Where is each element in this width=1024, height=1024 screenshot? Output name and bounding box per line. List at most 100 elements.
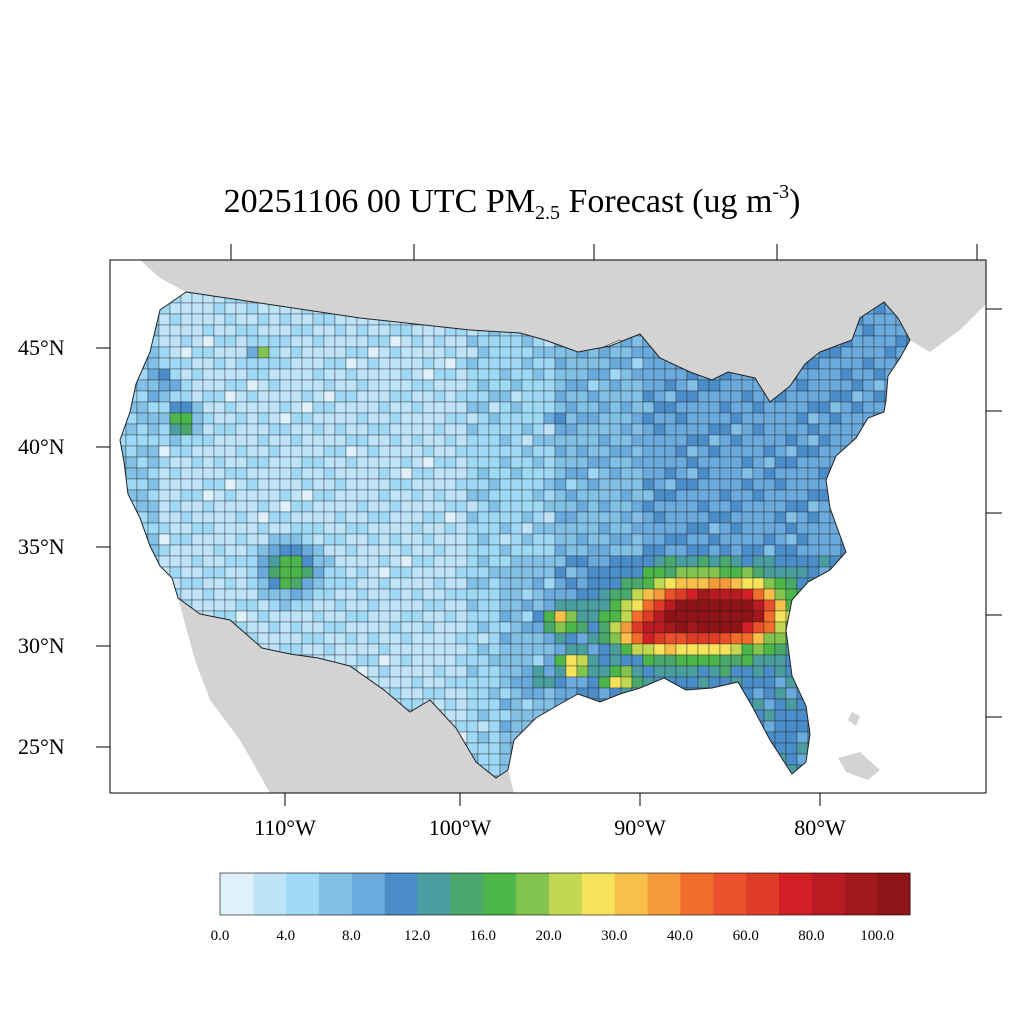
county-cell — [631, 423, 644, 436]
county-cell — [862, 313, 875, 326]
county-cell — [400, 665, 413, 678]
county-cell — [257, 533, 270, 546]
county-cell — [433, 401, 446, 414]
county-cell — [477, 412, 490, 425]
county-cell — [147, 533, 160, 546]
county-cell — [708, 489, 721, 502]
county-cell — [818, 555, 831, 568]
colorbar-swatch — [647, 873, 681, 915]
county-cell — [334, 588, 347, 601]
county-cell — [400, 489, 413, 502]
county-cell — [301, 456, 314, 469]
county-cell — [598, 665, 611, 678]
county-cell — [851, 412, 864, 425]
county-cell — [752, 665, 765, 678]
county-cell — [675, 511, 688, 524]
county-cell — [664, 599, 677, 612]
county-cell — [510, 676, 523, 689]
county-cell — [213, 522, 226, 535]
county-cell — [510, 533, 523, 546]
county-cell — [576, 588, 589, 601]
county-cell — [389, 643, 402, 656]
county-cell — [521, 588, 534, 601]
county-cell — [367, 445, 380, 458]
colorbar-swatch — [417, 873, 451, 915]
county-cell — [763, 709, 776, 722]
county-cell — [466, 511, 479, 524]
county-cell — [818, 544, 831, 557]
county-cell — [543, 423, 556, 436]
county-cell — [202, 599, 215, 612]
county-cell — [279, 357, 292, 370]
county-cell — [290, 324, 303, 337]
county-cell — [510, 412, 523, 425]
county-cell — [642, 478, 655, 491]
county-cell — [510, 544, 523, 557]
county-cell — [521, 621, 534, 634]
county-cell — [411, 533, 424, 546]
county-cell — [235, 368, 248, 381]
county-cell — [169, 302, 182, 315]
county-cell — [697, 643, 710, 656]
county-cell — [675, 434, 688, 447]
county-cell — [433, 632, 446, 645]
county-cell — [279, 313, 292, 326]
county-cell — [499, 423, 512, 436]
county-cell — [510, 665, 523, 678]
county-cell — [345, 610, 358, 623]
county-cell — [510, 478, 523, 491]
county-cell — [510, 335, 523, 348]
county-cell — [587, 511, 600, 524]
county-cell — [246, 335, 259, 348]
county-cell — [488, 676, 501, 689]
county-cell — [653, 434, 666, 447]
county-cell — [620, 654, 633, 667]
county-cell — [730, 555, 743, 568]
county-cell — [554, 687, 567, 700]
county-cell — [840, 390, 853, 403]
county-cell — [202, 522, 215, 535]
county-cell — [774, 401, 787, 414]
county-cell — [400, 687, 413, 700]
county-cell — [818, 368, 831, 381]
county-cell — [477, 434, 490, 447]
county-cell — [719, 588, 732, 601]
county-cell — [147, 379, 160, 392]
county-cell — [202, 500, 215, 513]
county-cell — [268, 489, 281, 502]
county-cell — [598, 577, 611, 590]
county-cell — [378, 357, 391, 370]
lat-label-40: 40°N — [18, 434, 65, 459]
county-cell — [158, 434, 171, 447]
county-cell — [279, 467, 292, 480]
county-cell — [411, 665, 424, 678]
county-cell — [224, 368, 237, 381]
county-cell — [334, 467, 347, 480]
county-cell — [257, 324, 270, 337]
county-cell — [708, 544, 721, 557]
county-cell — [763, 434, 776, 447]
county-cell — [312, 368, 325, 381]
county-cell — [598, 346, 611, 359]
county-cell — [466, 500, 479, 513]
county-cell — [532, 456, 545, 469]
county-cell — [279, 456, 292, 469]
county-cell — [631, 599, 644, 612]
county-cell — [587, 489, 600, 502]
county-cell — [180, 434, 193, 447]
county-cell — [499, 544, 512, 557]
county-cell — [543, 489, 556, 502]
county-cell — [158, 511, 171, 524]
county-cell — [642, 368, 655, 381]
county-cell — [763, 665, 776, 678]
county-cell — [378, 632, 391, 645]
county-cell — [147, 478, 160, 491]
county-cell — [345, 368, 358, 381]
county-cell — [642, 357, 655, 370]
county-cell — [444, 577, 457, 590]
county-cell — [532, 676, 545, 689]
county-cell — [224, 412, 237, 425]
county-cell — [312, 588, 325, 601]
county-cell — [752, 687, 765, 700]
county-cell — [532, 643, 545, 656]
